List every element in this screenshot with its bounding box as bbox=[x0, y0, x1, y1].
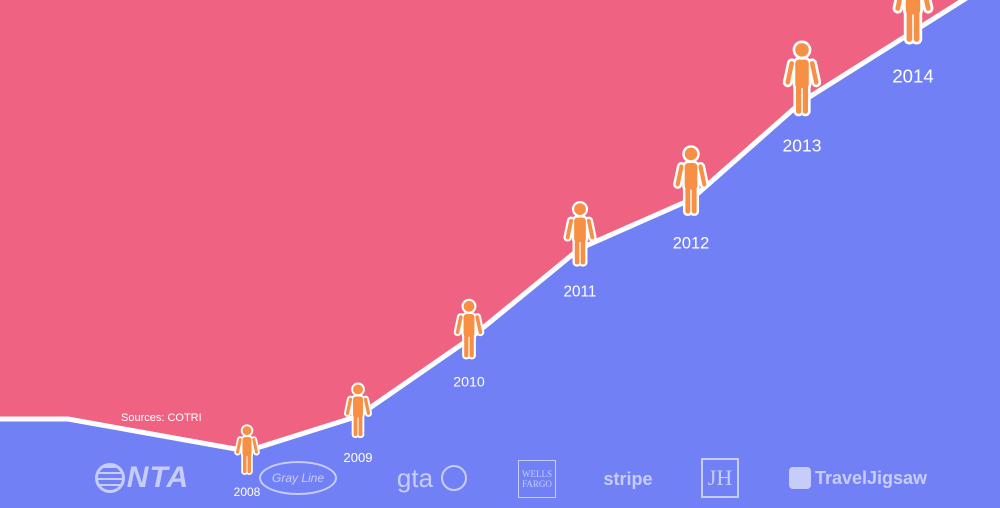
year-label-2010: 2010 bbox=[453, 374, 485, 390]
puzzle-piece-icon bbox=[788, 467, 811, 489]
traveljigsaw-logo: TravelJigsaw bbox=[788, 458, 928, 498]
person-marker-2014 bbox=[892, 0, 934, 45]
nta-logo: NTA bbox=[84, 460, 200, 496]
year-label-2013: 2013 bbox=[783, 136, 822, 156]
gta-logo: gta bbox=[392, 458, 472, 498]
globe-icon bbox=[94, 463, 125, 493]
jh-logo: JH bbox=[701, 458, 739, 498]
partner-logos: NTA Gray Line gta WELLS FARGO stripe JH … bbox=[0, 448, 1000, 508]
person-marker-2010 bbox=[453, 298, 485, 360]
person-marker-2013 bbox=[782, 40, 822, 117]
person-marker-2008 bbox=[234, 424, 260, 475]
upper-area bbox=[0, 0, 1000, 452]
person-marker-2011 bbox=[563, 201, 597, 267]
source-note: Sources: COTRI bbox=[121, 412, 202, 424]
year-label-2011: 2011 bbox=[564, 283, 597, 300]
year-label-2008: 2008 bbox=[234, 485, 261, 499]
person-marker-2012 bbox=[673, 145, 709, 216]
wells-fargo-logo: WELLS FARGO bbox=[518, 460, 556, 498]
person-marker-2009 bbox=[343, 382, 373, 439]
year-label-2009: 2009 bbox=[343, 450, 372, 465]
year-label-2012: 2012 bbox=[673, 234, 709, 252]
ring-icon bbox=[441, 465, 468, 491]
stripe-logo: stripe bbox=[603, 468, 653, 489]
series-line bbox=[0, 0, 969, 454]
grayline-logo: Gray Line bbox=[258, 458, 338, 498]
year-label-2014: 2014 bbox=[892, 66, 933, 87]
